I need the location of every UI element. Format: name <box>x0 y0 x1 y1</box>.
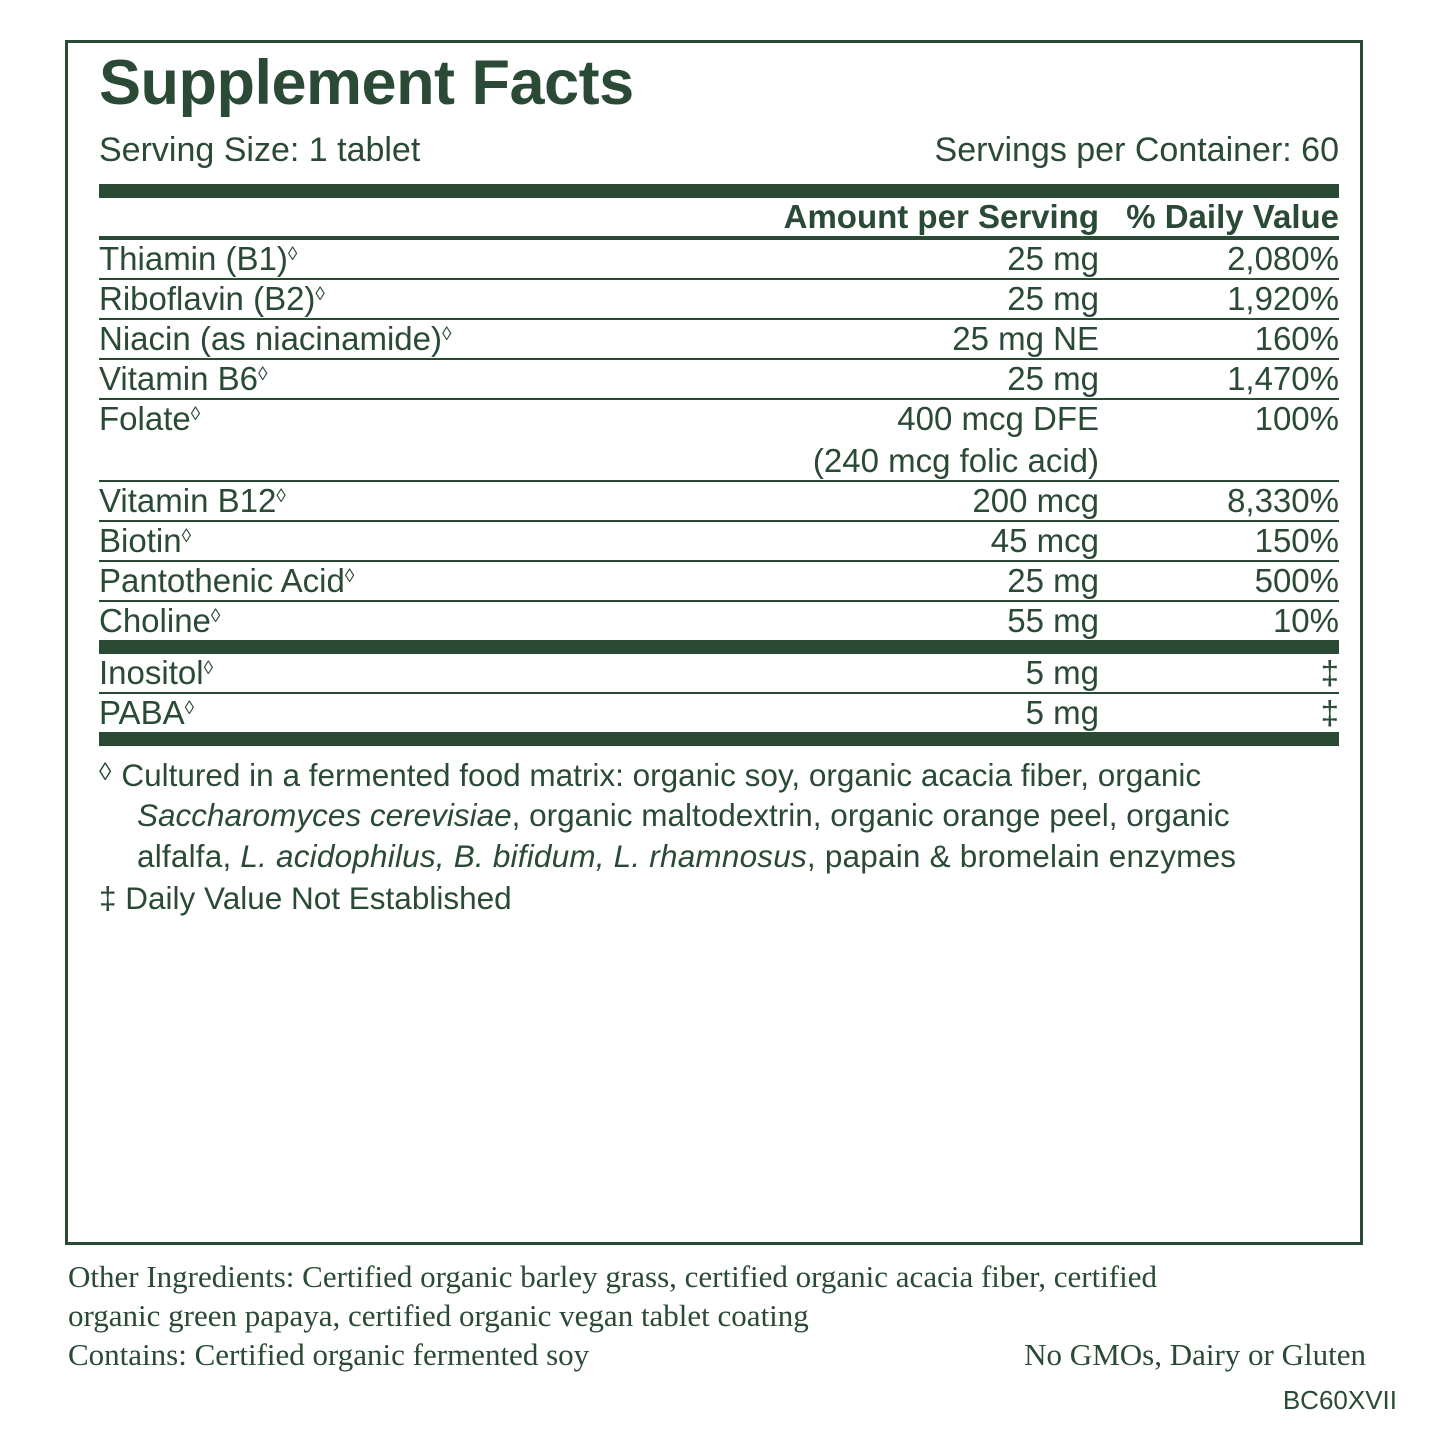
table-row: Riboflavin (B2)◊ 25 mg 1,920% <box>99 279 1339 320</box>
diamond-icon: ◊ <box>257 364 268 386</box>
table-row: Thiamin (B1)◊ 25 mg 2,080% <box>99 240 1339 280</box>
diamond-icon: ◊ <box>184 698 195 720</box>
diamond-icon: ◊ <box>441 324 452 346</box>
nutrient-daily-value: 8,330% <box>1099 481 1339 522</box>
diamond-icon: ◊ <box>276 486 286 508</box>
nutrient-daily-value: 1,920% <box>1099 279 1339 320</box>
nutrient-daily-value: 160% <box>1099 319 1339 360</box>
nutrient-amount: 25 mg <box>659 359 1099 400</box>
contains-row: Contains: Certified organic fermented so… <box>68 1335 1366 1374</box>
column-header-name <box>99 198 659 236</box>
footnote-line-1: Cultured in a fermented food matrix: org… <box>121 757 1202 793</box>
nutrition-table: Amount per Serving % Daily Value <box>99 198 1339 236</box>
contains-statement: Contains: Certified organic fermented so… <box>68 1337 590 1373</box>
servings-per-container: Servings per Container: 60 <box>934 131 1339 169</box>
diamond-icon: ◊ <box>190 404 201 426</box>
other-ingredients-line-2: organic green papaya, certified organic … <box>68 1298 809 1334</box>
nutrient-name: Inositol◊ <box>99 654 659 694</box>
footnote-dv-not-established: ‡ Daily Value Not Established <box>99 879 512 916</box>
nutrient-name: Thiamin (B1)◊ <box>99 240 659 280</box>
other-ingredients-line-1: Other Ingredients: Certified organic bar… <box>68 1259 1157 1294</box>
nutrient-name: Biotin◊ <box>99 521 659 562</box>
nutrient-name: Folate◊ <box>99 399 659 482</box>
table-row: Folate◊ 400 mcg DFE (240 mcg folic acid) 10… <box>99 399 1339 482</box>
nutrient-name: Vitamin B6◊ <box>99 359 659 400</box>
nutrient-name: PABA◊ <box>99 694 195 731</box>
diamond-icon: ◊ <box>287 244 298 266</box>
no-dv-rows-body: Inositol◊ 5 mg ‡ PABA◊ 5 mg ‡ <box>99 654 1339 732</box>
nutrient-amount-secondary: (240 mcg folic acid) <box>812 442 1099 479</box>
no-dv-rows-table: Inositol◊ 5 mg ‡ PABA◊ 5 mg ‡ <box>99 654 1339 732</box>
table-row: Pantothenic Acid◊ 25 mg 500% <box>99 561 1339 602</box>
serving-info-row: Serving Size: 1 tablet Servings per Cont… <box>99 131 1339 170</box>
nutrient-amount: 25 mg <box>659 561 1099 602</box>
diamond-icon: ◊ <box>344 566 355 588</box>
no-dv-section-bar <box>99 640 1339 654</box>
diamond-icon: ◊ <box>181 526 192 548</box>
nutrient-amount: 25 mg NE <box>659 319 1099 360</box>
other-ingredients-block: Other Ingredients: Certified organic bar… <box>68 1257 1366 1374</box>
species-name-saccharomyces: Saccharomyces cerevisiae <box>137 797 512 834</box>
footnote-top-bar <box>99 732 1339 746</box>
column-header-daily-value: % Daily Value <box>1126 198 1339 235</box>
footnote-line-2: Saccharomyces cerevisiae, organic maltod… <box>99 795 1339 835</box>
diamond-icon: ◊ <box>203 658 214 680</box>
nutrient-name: Riboflavin (B2)◊ <box>99 279 659 320</box>
nutrient-name: Vitamin B12◊ <box>99 481 659 522</box>
table-row: Inositol◊ 5 mg ‡ <box>99 654 1339 694</box>
double-dagger-icon: ‡ <box>1320 694 1339 731</box>
double-dagger-icon: ‡ <box>1099 654 1339 694</box>
nutrient-amount: 25 mg <box>659 279 1099 320</box>
nutrient-amount: 45 mcg <box>659 521 1099 562</box>
table-row: Vitamin B12◊ 200 mcg 8,330% <box>99 481 1339 522</box>
nutrient-amount: 5 mg <box>659 654 1099 694</box>
nutrient-daily-value: 100% <box>1099 399 1339 482</box>
species-names-probiotics: L. acidophilus, B. bifidum, L. rhamnosus <box>240 837 807 874</box>
panel-content: Supplement Facts Serving Size: 1 tablet … <box>99 52 1339 918</box>
nutrient-daily-value: 10% <box>1272 602 1339 639</box>
header-bottom-rule <box>99 236 1339 240</box>
nutrient-amount: 25 mg <box>659 240 1099 280</box>
nutrient-name: Choline◊ <box>99 602 221 639</box>
table-row: Biotin◊ 45 mcg 150% <box>99 521 1339 562</box>
table-row: PABA◊ 5 mg ‡ <box>99 693 1339 732</box>
diamond-icon: ◊ <box>210 606 221 628</box>
nutrient-daily-value: 1,470% <box>1099 359 1339 400</box>
footnote-diamond-note: ◊ Cultured in a fermented food matrix: o… <box>99 755 1339 795</box>
footnote-line-3-rest: , papain & bromelain enzymes <box>806 837 1237 874</box>
nutrient-amount: 5 mg <box>1025 694 1099 731</box>
table-row: Vitamin B6◊ 25 mg 1,470% <box>99 359 1339 400</box>
nutrient-name: Niacin (as niacinamide)◊ <box>99 319 659 360</box>
column-header-amount: Amount per Serving <box>783 198 1099 235</box>
header-top-bar <box>99 184 1339 198</box>
nutrient-rows-table: Thiamin (B1)◊ 25 mg 2,080% Riboflavin (B2)◊… <box>99 240 1339 640</box>
nutrient-amount: 400 mcg DFE (240 mcg folic acid) <box>659 399 1099 482</box>
sku-code: BC60XVII <box>1282 1385 1397 1415</box>
table-row: Choline◊ 55 mg 10% <box>99 601 1339 640</box>
nutrient-amount: 200 mcg <box>659 481 1099 522</box>
footnote-line-3-pre: alfalfa, <box>137 837 241 874</box>
footnote-body: Cultured in a fermented food matrix: org… <box>121 755 1339 795</box>
nutrient-name: Pantothenic Acid◊ <box>99 561 659 602</box>
nutrient-rows-body: Thiamin (B1)◊ 25 mg 2,080% Riboflavin (B2)◊… <box>99 240 1339 640</box>
page-title: Supplement Facts <box>99 48 634 118</box>
footnote-line-2-rest: , organic maltodextrin, organic orange p… <box>511 797 1230 834</box>
serving-size: Serving Size: 1 tablet <box>99 131 421 169</box>
table-header-row: Amount per Serving % Daily Value <box>99 198 1339 236</box>
table-row: Niacin (as niacinamide)◊ 25 mg NE 160% <box>99 319 1339 360</box>
footnote-block: ◊ Cultured in a fermented food matrix: o… <box>99 746 1339 918</box>
free-from-claims: No GMOs, Dairy or Gluten <box>1024 1337 1366 1373</box>
nutrient-amount: 55 mg <box>1007 602 1099 639</box>
diamond-icon: ◊ <box>99 758 112 786</box>
nutrient-daily-value: 500% <box>1099 561 1339 602</box>
panel-border <box>65 40 1363 1245</box>
footnote-line-3: alfalfa, L. acidophilus, B. bifidum, L. … <box>99 836 1339 876</box>
diamond-icon: ◊ <box>315 284 325 306</box>
nutrient-daily-value: 2,080% <box>1099 240 1339 280</box>
nutrient-daily-value: 150% <box>1099 521 1339 562</box>
